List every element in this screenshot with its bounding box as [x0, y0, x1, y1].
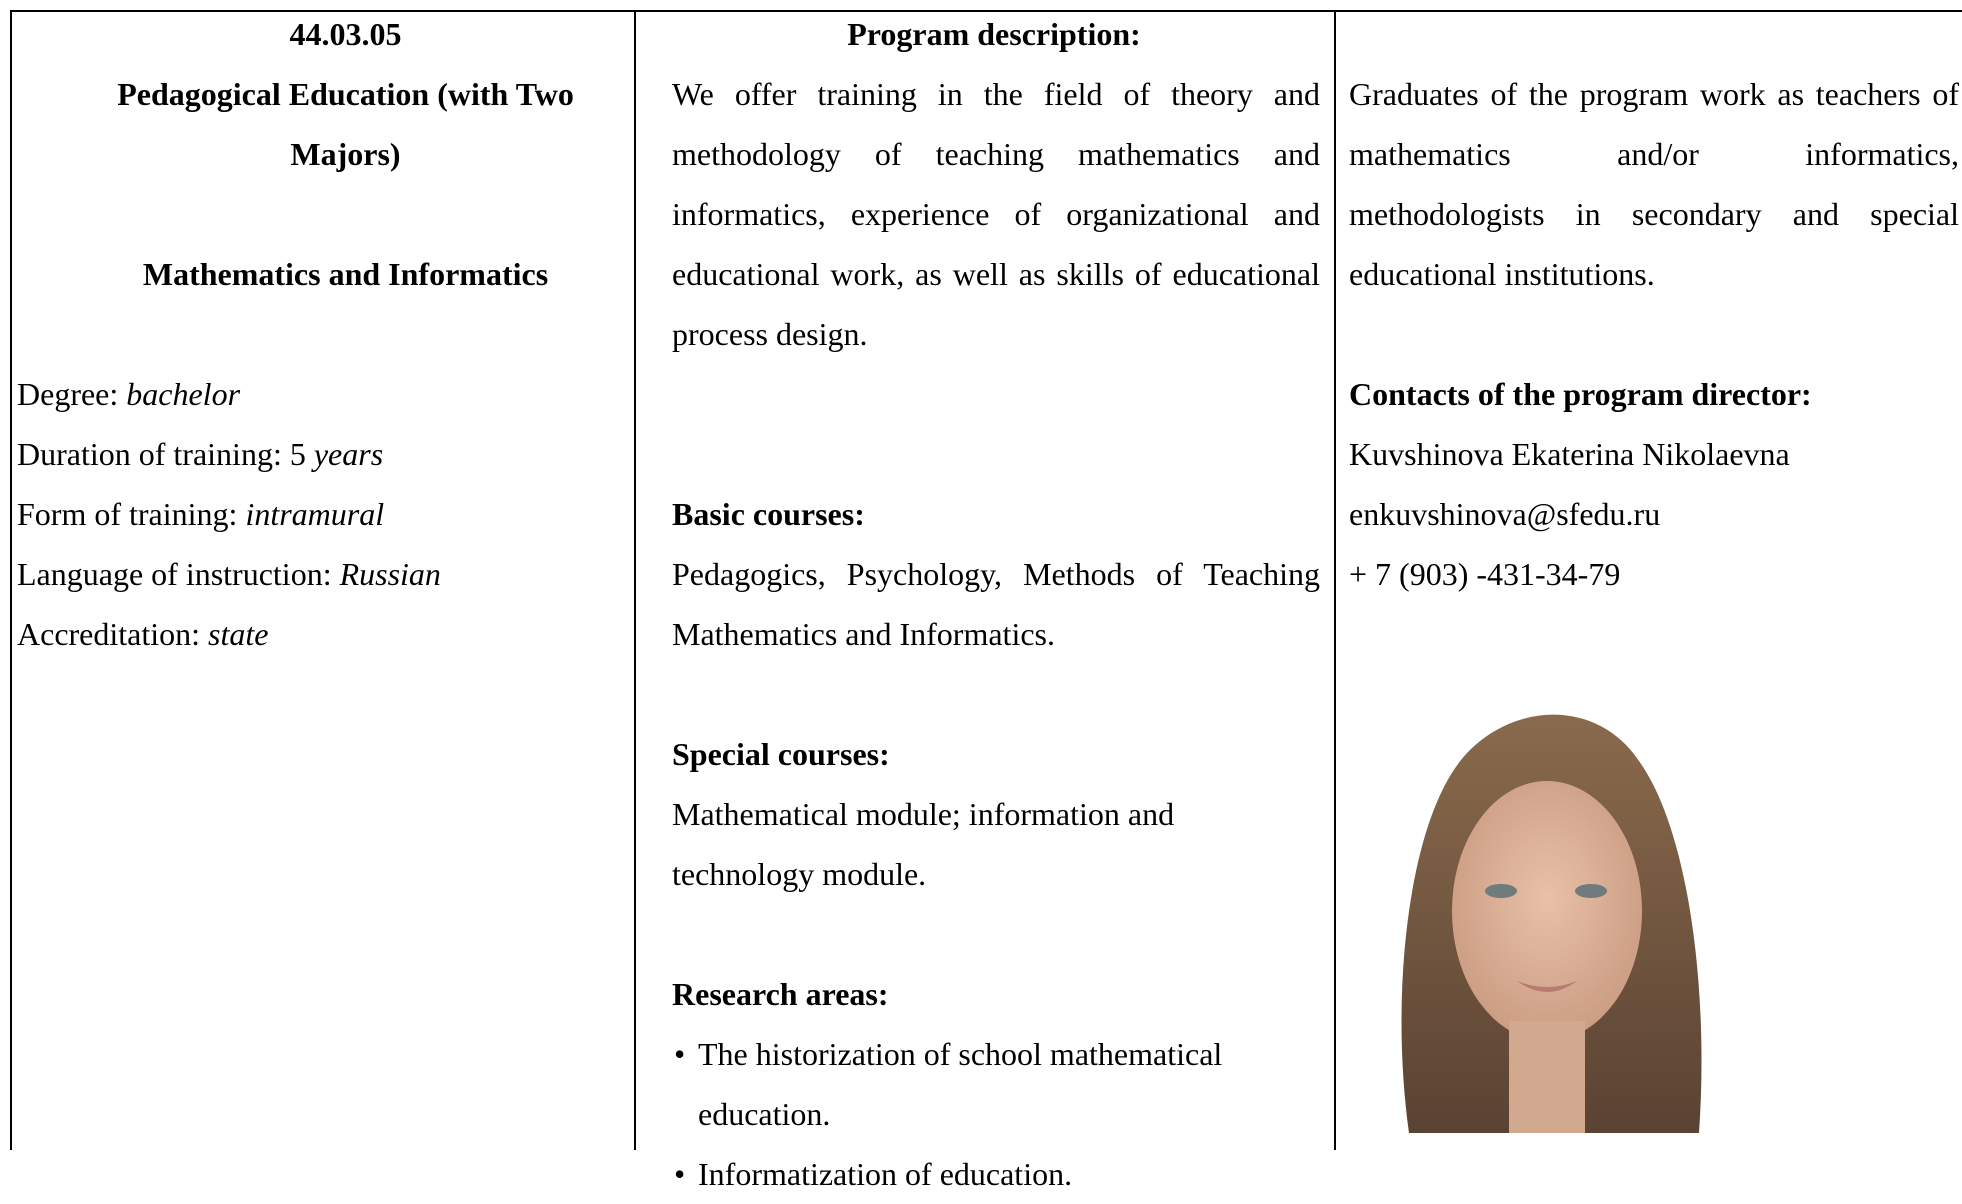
- fact-value: intramural: [245, 496, 385, 532]
- fact: Accreditation: state: [17, 604, 629, 664]
- director-photo: [1369, 691, 1719, 1133]
- research-item: Informatization of education.: [668, 1144, 1320, 1204]
- contacts-heading: Contacts of the program director:: [1349, 376, 1812, 412]
- program-title: Pedagogical Education (with Two Majors): [117, 76, 574, 172]
- fact: Degree: bachelor: [17, 364, 629, 424]
- basic-heading: Basic courses:: [672, 496, 865, 532]
- director-phone: + 7 (903) -431-34-79: [1349, 556, 1621, 592]
- director-name: Kuvshinova Ekaterina Nikolaevna: [1349, 436, 1790, 472]
- fact-value: bachelor: [126, 376, 241, 412]
- table-border: [10, 10, 12, 1150]
- table-border: [634, 10, 636, 1150]
- fact-label: Degree:: [17, 376, 119, 412]
- fact-label: Language of instruction:: [17, 556, 332, 592]
- fact-value: state: [208, 616, 269, 652]
- basic-text: Pedagogics, Psychology, Methods of Teach…: [672, 556, 1320, 652]
- fact-value: Russian: [339, 556, 441, 592]
- fact-label: Duration of training: 5: [17, 436, 306, 472]
- column-contacts: Graduates of the program work as teacher…: [1349, 4, 1959, 604]
- research-heading: Research areas:: [672, 976, 889, 1012]
- director-email: enkuvshinova@sfedu.ru: [1349, 496, 1661, 532]
- table-border: [10, 10, 1962, 12]
- fact-label: Accreditation:: [17, 616, 201, 652]
- special-heading: Special courses:: [672, 736, 890, 772]
- program-profile: Mathematics and Informatics: [142, 256, 549, 292]
- fact-label: Form of training:: [17, 496, 238, 532]
- description-text: We offer training in the field of theory…: [672, 76, 1320, 352]
- research-item: The historization of school mathematical…: [668, 1024, 1308, 1144]
- fact: Form of training: intramural: [17, 484, 629, 544]
- column-description: Program description: We offer training i…: [668, 4, 1320, 1204]
- table-border: [1334, 10, 1336, 1150]
- program-code: 44.03.05: [289, 16, 402, 52]
- special-text: Mathematical module; information and tec…: [672, 796, 1175, 892]
- description-heading: Program description:: [847, 16, 1141, 52]
- careers-text: Graduates of the program work as teacher…: [1349, 76, 1959, 292]
- page: 44.03.05 Pedagogical Education (with Two…: [0, 0, 1962, 1150]
- fact-value: years: [313, 436, 384, 472]
- facts: Degree: bachelor Duration of training: 5…: [17, 364, 629, 664]
- fact: Duration of training: 5 years: [17, 424, 629, 484]
- fact: Language of instruction: Russian: [17, 544, 629, 604]
- column-program: 44.03.05 Pedagogical Education (with Two…: [17, 4, 629, 664]
